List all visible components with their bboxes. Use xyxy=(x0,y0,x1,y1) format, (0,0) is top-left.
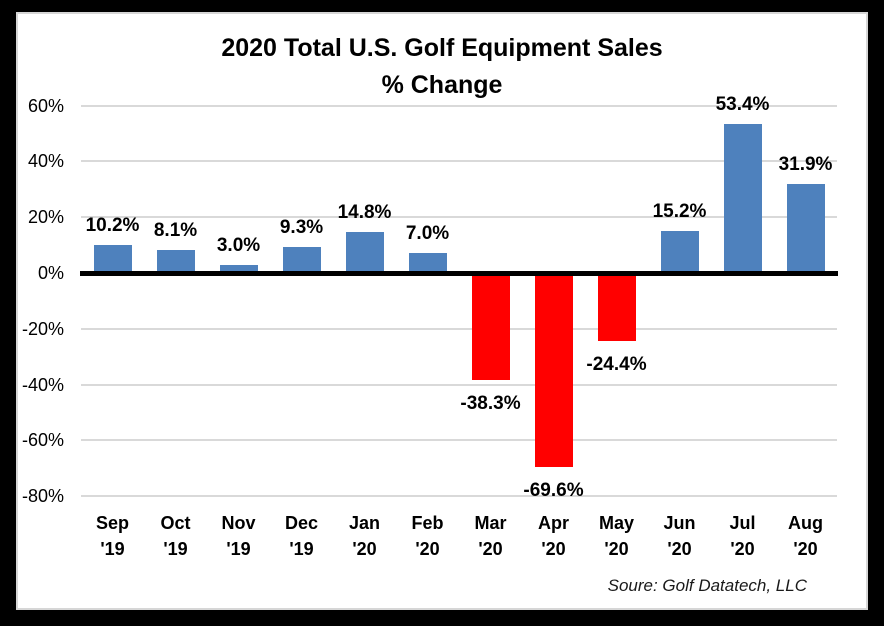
y-tick-label: -80% xyxy=(21,486,64,507)
x-tick-year: '20 xyxy=(541,539,566,559)
x-tick-label-apr-20: Apr '20 xyxy=(522,510,586,562)
chart-panel: 2020 Total U.S. Golf Equipment Sales % C… xyxy=(18,14,866,608)
bar-value-label-jan-20: 14.8% xyxy=(337,201,392,223)
bar-value-label-jun-20: 15.2% xyxy=(652,200,707,222)
bar-jul-20 xyxy=(723,124,762,273)
gridline-20 xyxy=(81,216,837,219)
bar-jan-20 xyxy=(345,231,384,273)
x-tick-year: '20 xyxy=(730,539,755,559)
chart-title: 2020 Total U.S. Golf Equipment Sales xyxy=(221,34,663,62)
bar-aug-20 xyxy=(786,183,825,273)
x-tick-month: Jul xyxy=(729,513,756,533)
x-tick-year: '19 xyxy=(163,539,188,559)
x-tick-year: '19 xyxy=(289,539,314,559)
bar-dec-19 xyxy=(282,247,321,273)
gridline--20 xyxy=(81,327,837,330)
y-tick-label: -60% xyxy=(21,430,64,451)
y-tick-label: -40% xyxy=(21,374,64,395)
gridline-60 xyxy=(81,104,837,107)
zero-axis-line xyxy=(80,270,838,276)
x-tick-month: Jan xyxy=(348,513,381,533)
source-note: Soure: Golf Datatech, LLC xyxy=(607,576,807,595)
x-tick-year: '19 xyxy=(226,539,251,559)
bar-mar-20 xyxy=(471,273,510,380)
x-tick-label-jul-20: Jul '20 xyxy=(711,510,775,562)
bar-may-20 xyxy=(597,273,636,342)
gridline--40 xyxy=(81,383,837,386)
x-tick-year: '19 xyxy=(100,539,125,559)
x-tick-label-sep-19: Sep '19 xyxy=(81,510,145,562)
x-tick-label-jan-20: Jan '20 xyxy=(333,510,397,562)
x-tick-month: May xyxy=(598,513,634,533)
bar-jun-20 xyxy=(660,230,699,273)
x-tick-year: '20 xyxy=(478,539,503,559)
bar-value-label-mar-20: -38.3% xyxy=(460,392,521,414)
chart-title-block: 2020 Total U.S. Golf Equipment Sales % C… xyxy=(18,30,866,104)
x-tick-month: Mar xyxy=(474,513,507,533)
x-tick-label-aug-20: Aug '20 xyxy=(774,510,838,562)
x-tick-label-nov-19: Nov '19 xyxy=(207,510,271,562)
bar-sep-19 xyxy=(93,244,132,273)
x-tick-year: '20 xyxy=(604,539,629,559)
bar-value-label-dec-19: 9.3% xyxy=(279,217,324,239)
bar-apr-20 xyxy=(534,273,573,468)
x-tick-month: Jun xyxy=(663,513,696,533)
x-tick-year: '20 xyxy=(415,539,440,559)
x-tick-label-mar-20: Mar '20 xyxy=(459,510,523,562)
y-tick-label: 20% xyxy=(27,207,64,228)
bar-nov-19 xyxy=(219,264,258,273)
bar-value-label-nov-19: 3.0% xyxy=(216,234,261,256)
gridline--80 xyxy=(81,495,837,498)
x-tick-month: Sep xyxy=(95,513,129,533)
x-tick-month: Oct xyxy=(160,513,191,533)
y-tick-label: 60% xyxy=(27,95,64,116)
bar-value-label-aug-20: 31.9% xyxy=(778,153,833,175)
bar-value-label-feb-20: 7.0% xyxy=(405,223,450,245)
x-tick-year: '20 xyxy=(667,539,692,559)
bar-value-label-sep-19: 10.2% xyxy=(85,214,140,236)
x-tick-month: Feb xyxy=(411,513,444,533)
bar-value-label-oct-19: 8.1% xyxy=(153,220,198,242)
gridline-40 xyxy=(81,160,837,163)
x-tick-year: '20 xyxy=(352,539,377,559)
chart-subtitle: % Change xyxy=(381,71,503,99)
y-tick-label: 0% xyxy=(37,263,64,283)
x-tick-month: Aug xyxy=(788,513,823,533)
x-tick-month: Dec xyxy=(284,513,319,533)
bar-feb-20 xyxy=(408,253,447,273)
bar-value-label-apr-20: -69.6% xyxy=(523,480,584,502)
bar-value-label-may-20: -24.4% xyxy=(586,354,647,376)
gridline--60 xyxy=(81,439,837,442)
x-tick-month: Nov xyxy=(221,513,256,533)
x-tick-label-may-20: May '20 xyxy=(585,510,649,562)
x-tick-year: '20 xyxy=(793,539,818,559)
x-tick-label-feb-20: Feb '20 xyxy=(396,510,460,562)
x-tick-month: Apr xyxy=(538,513,569,533)
bar-value-label-jul-20: 53.4% xyxy=(715,94,770,115)
x-tick-label-oct-19: Oct '19 xyxy=(144,510,208,562)
bar-oct-19 xyxy=(156,250,195,273)
y-tick-label: -20% xyxy=(21,318,64,339)
y-tick-label: 40% xyxy=(27,151,64,172)
x-tick-label-jun-20: Jun '20 xyxy=(648,510,712,562)
x-tick-label-dec-19: Dec '19 xyxy=(270,510,334,562)
